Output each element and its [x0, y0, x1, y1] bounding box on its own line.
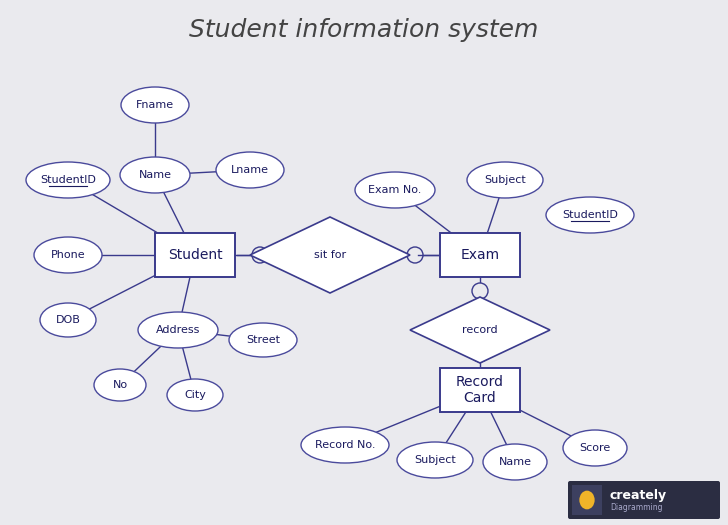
FancyBboxPatch shape	[568, 481, 720, 519]
Text: Address: Address	[156, 325, 200, 335]
Circle shape	[252, 247, 268, 263]
Ellipse shape	[579, 491, 595, 509]
Ellipse shape	[167, 379, 223, 411]
Ellipse shape	[34, 237, 102, 273]
Text: Name: Name	[499, 457, 531, 467]
Text: Score: Score	[579, 443, 611, 453]
Text: Exam: Exam	[460, 248, 499, 262]
Text: Street: Street	[246, 335, 280, 345]
Polygon shape	[250, 217, 410, 293]
FancyBboxPatch shape	[572, 485, 602, 515]
Text: record: record	[462, 325, 498, 335]
Circle shape	[407, 247, 423, 263]
Text: Lname: Lname	[231, 165, 269, 175]
Polygon shape	[410, 297, 550, 363]
Ellipse shape	[301, 427, 389, 463]
Ellipse shape	[546, 197, 634, 233]
FancyBboxPatch shape	[440, 368, 520, 412]
Text: Subject: Subject	[484, 175, 526, 185]
Ellipse shape	[483, 444, 547, 480]
Ellipse shape	[397, 442, 473, 478]
Text: Student: Student	[167, 248, 222, 262]
FancyBboxPatch shape	[155, 233, 235, 277]
Text: No: No	[112, 380, 127, 390]
Text: StudentID: StudentID	[40, 175, 96, 185]
Ellipse shape	[40, 303, 96, 337]
Ellipse shape	[467, 162, 543, 198]
Text: Phone: Phone	[51, 250, 85, 260]
Ellipse shape	[138, 312, 218, 348]
Text: Fname: Fname	[136, 100, 174, 110]
Text: sit for: sit for	[314, 250, 346, 260]
Ellipse shape	[94, 369, 146, 401]
Text: Record No.: Record No.	[314, 440, 375, 450]
Text: Exam No.: Exam No.	[368, 185, 422, 195]
FancyBboxPatch shape	[440, 233, 520, 277]
Text: Name: Name	[138, 170, 172, 180]
Text: Student information system: Student information system	[189, 18, 539, 42]
Ellipse shape	[216, 152, 284, 188]
Text: StudentID: StudentID	[562, 210, 618, 220]
Text: City: City	[184, 390, 206, 400]
Text: Subject: Subject	[414, 455, 456, 465]
Circle shape	[472, 346, 488, 362]
Circle shape	[472, 283, 488, 299]
Ellipse shape	[121, 87, 189, 123]
Text: Diagramming: Diagramming	[610, 503, 662, 512]
Ellipse shape	[563, 430, 627, 466]
Ellipse shape	[26, 162, 110, 198]
Text: DOB: DOB	[55, 315, 80, 325]
Ellipse shape	[229, 323, 297, 357]
Text: Record
Card: Record Card	[456, 375, 504, 405]
Text: creately: creately	[610, 489, 667, 502]
Ellipse shape	[120, 157, 190, 193]
Ellipse shape	[355, 172, 435, 208]
